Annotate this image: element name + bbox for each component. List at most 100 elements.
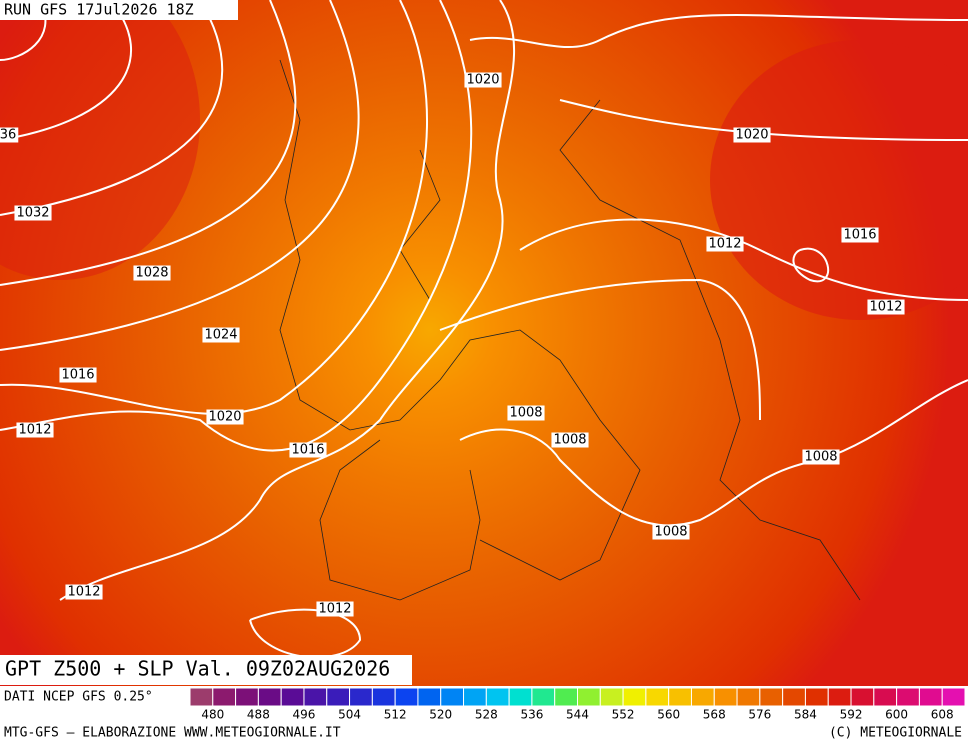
isobar-label: 1008 <box>802 449 840 465</box>
isobar-label-text: 1012 <box>318 602 351 617</box>
isobar-label-text: 1028 <box>135 266 168 281</box>
isobar-label-box <box>206 409 244 425</box>
isobar-label-text: 1008 <box>804 450 837 465</box>
isobar-label-text: 1016 <box>291 443 324 458</box>
colorbar-swatch <box>804 687 829 707</box>
isobar-label-box <box>133 265 171 281</box>
isobar-label: 1016 <box>59 367 97 383</box>
isobar-label-text: 1008 <box>654 525 687 540</box>
isobar-label-text: 1032 <box>16 206 49 221</box>
isobar-label-text: 1008 <box>509 406 542 421</box>
colorbar-swatch <box>189 687 214 707</box>
isobar-label: 1012 <box>867 299 905 315</box>
colorbar-swatch <box>440 687 465 707</box>
isobar-label: 1008 <box>652 524 690 540</box>
isobar-label-text: 1012 <box>67 585 100 600</box>
colorbar-swatch <box>531 687 556 707</box>
colorbar-tick-label: 512 <box>384 708 407 722</box>
colorbar-swatch <box>394 687 419 707</box>
colorbar-tick-label: 504 <box>338 708 361 722</box>
isobar-label: 1012 <box>65 584 103 600</box>
colorbar-swatch <box>417 687 442 707</box>
colorbar-swatch <box>645 687 670 707</box>
isobar-label-text: 1016 <box>843 228 876 243</box>
run-label: RUN GFS 17Jul2026 18Z <box>4 1 194 19</box>
isobar-label-box <box>289 442 327 458</box>
colorbar-tick-label: 552 <box>612 708 635 722</box>
colorbar-swatch <box>941 687 966 707</box>
colorbar-swatch <box>554 687 578 707</box>
isobar-label: 1016 <box>841 227 879 243</box>
isobar-label-box <box>14 205 52 221</box>
colorbar-swatch <box>782 687 806 707</box>
colorbar-tick-label: 520 <box>429 708 452 722</box>
isobar-label-text: 1024 <box>204 328 237 343</box>
colorbar-swatch <box>896 687 920 707</box>
colorbar-tick-label: 568 <box>703 708 726 722</box>
isobar-label-text: 1020 <box>466 73 499 88</box>
isobar-label: 1012 <box>16 422 54 438</box>
isobar-label-box <box>65 584 103 600</box>
colorbar-swatch <box>713 687 738 707</box>
isobar-label-box <box>464 72 502 88</box>
colorbar-swatch <box>577 687 601 707</box>
colorbar-swatch <box>668 687 692 707</box>
title-box <box>0 655 412 685</box>
isobar-label-box <box>652 524 690 540</box>
map: 1020 36 1020 1032 1016 1028 1012 1024 1012 1016 10… <box>0 0 968 686</box>
isobar-label: 1028 <box>133 265 171 281</box>
footer-left: MTG-GFS — ELABORAZIONE WWW.METEOGIORNALE… <box>4 726 341 741</box>
colorbar-tick-label: 584 <box>794 708 817 722</box>
colorbar-tick-label: 592 <box>840 708 863 722</box>
colorbar-swatch <box>257 687 282 707</box>
colorbar-tick-label: 544 <box>566 708 589 722</box>
isobar-label: 1020 <box>733 127 771 143</box>
isobar-labels: 1020 36 1020 1032 1016 1028 1012 1024 1012 1016 10… <box>0 72 905 617</box>
colorbar-swatch <box>759 687 784 707</box>
isobar-label: 1012 <box>316 601 354 617</box>
colorbar-swatch <box>622 687 647 707</box>
isobar-label-text: 1020 <box>735 128 768 143</box>
source-label: DATI NCEP GFS 0.25° <box>4 690 153 705</box>
isobar-label: 1020 <box>464 72 502 88</box>
isobar-label-box <box>16 422 54 438</box>
isobar-label: 1016 <box>289 442 327 458</box>
isobar-label: 1024 <box>202 327 240 343</box>
colorbar-swatch <box>303 687 328 707</box>
isobar-label-box <box>0 127 19 143</box>
isobar-label-box <box>59 367 97 383</box>
isobar-label-box <box>202 327 240 343</box>
colorbar-tick-label: 536 <box>520 708 543 722</box>
isobar-label-box <box>733 127 771 143</box>
map-title: GPT Z500 + SLP Val. 09Z02AUG2026 <box>5 657 390 681</box>
isobar-label-box <box>867 299 905 315</box>
colorbar-tick-label: 608 <box>931 708 954 722</box>
isobar-label-text: 1012 <box>18 423 51 438</box>
isobar-label: 1008 <box>551 432 589 448</box>
colorbar-swatch <box>918 687 943 707</box>
isobar-label-box <box>802 449 840 465</box>
isobar-label-box <box>706 236 744 252</box>
isobars <box>0 0 968 657</box>
isobar-label-box <box>551 432 589 448</box>
isobar-label-text: 1020 <box>208 410 241 425</box>
colorbar-swatch <box>736 687 761 707</box>
field-red <box>710 40 968 320</box>
colorbar-swatch <box>827 687 852 707</box>
colorbar: 480 488 496 504 512 520 528 536 544 552 560 568 576 5… <box>189 687 966 722</box>
isobar-label: 1008 <box>507 405 545 421</box>
colorbar-swatch <box>326 687 351 707</box>
isobar-label: 1032 <box>14 205 52 221</box>
isobar-label-text: 1016 <box>61 368 94 383</box>
colorbar-swatch <box>508 687 533 707</box>
colorbar-swatch <box>212 687 237 707</box>
colorbar-tick-label: 496 <box>293 708 316 722</box>
colorbar-tick-label: 560 <box>657 708 680 722</box>
header-box <box>0 0 238 20</box>
isobar-label-box <box>316 601 354 617</box>
colorbar-swatch <box>873 687 898 707</box>
isobar-label-text: 1012 <box>708 237 741 252</box>
footer-right: (C) METEOGIORNALE <box>829 726 962 741</box>
colorbar-swatch <box>235 687 259 707</box>
